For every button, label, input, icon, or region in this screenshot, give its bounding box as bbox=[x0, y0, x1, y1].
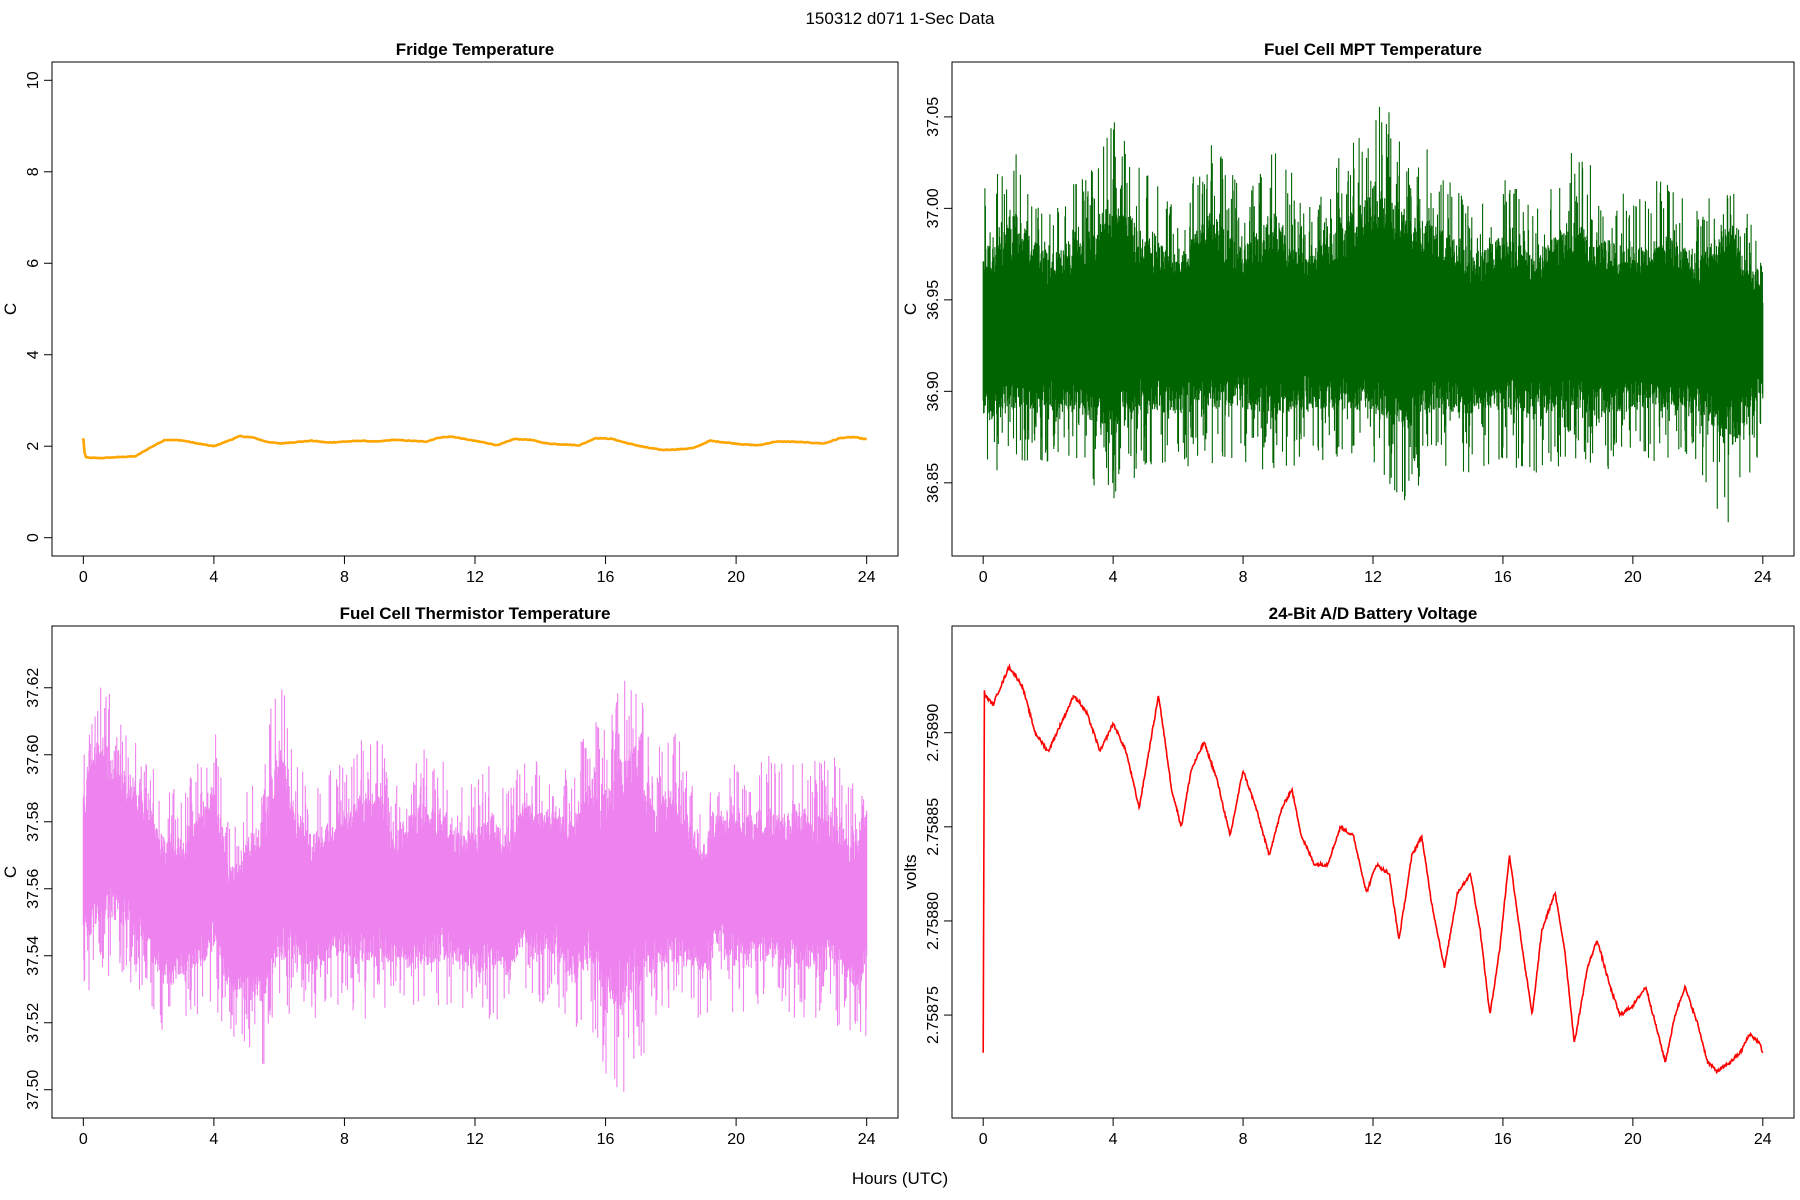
panel-4-y-tick-label: 2.75880 bbox=[925, 892, 942, 950]
panel-4-x-tick-label: 0 bbox=[979, 1131, 988, 1148]
panel-2-x-tick-label: 16 bbox=[1494, 569, 1512, 586]
panel-2-x-tick-label: 20 bbox=[1624, 569, 1642, 586]
panel-4-x-tick-label: 4 bbox=[1109, 1131, 1118, 1148]
panel-4-y-tick-label: 2.75885 bbox=[925, 798, 942, 856]
panel-1-y-tick-label: 0 bbox=[25, 533, 42, 542]
panel-2-x-tick-label: 0 bbox=[979, 569, 988, 586]
panel-2-x-tick-label: 8 bbox=[1239, 569, 1248, 586]
panel-4-y-tick-label: 2.75875 bbox=[925, 986, 942, 1044]
panel-3-title: Fuel Cell Thermistor Temperature bbox=[340, 604, 611, 623]
panel-4-x-tick-label: 12 bbox=[1364, 1131, 1382, 1148]
panel-3-y-tick-label: 37.50 bbox=[25, 1070, 42, 1110]
panel-2: Fuel Cell MPT Temperature 0 4 8 12 16 20 24 36.8… bbox=[901, 40, 1795, 586]
panel-3-y-tick-label: 37.60 bbox=[25, 735, 42, 775]
panel-4-title: 24-Bit A/D Battery Voltage bbox=[1269, 604, 1478, 623]
panel-3-x-tick-label: 16 bbox=[597, 1131, 615, 1148]
panel-1-x-tick-label: 8 bbox=[340, 569, 349, 586]
panel-3-x-tick-label: 8 bbox=[340, 1131, 349, 1148]
panel-1-y-tick-label: 2 bbox=[25, 442, 42, 451]
panel-1-y-tick-label: 10 bbox=[25, 71, 42, 89]
panel-4-y-axis-label: volts bbox=[901, 855, 920, 890]
panel-2-series-core bbox=[983, 260, 1763, 386]
panel-3: Fuel Cell Thermistor Temperature 0 4 8 12 16 2… bbox=[1, 604, 899, 1148]
panel-2-x-tick-label: 12 bbox=[1364, 569, 1382, 586]
panel-1-series-line bbox=[82, 434, 867, 460]
panel-1-y-tick-label: 4 bbox=[25, 350, 42, 359]
panel-3-x-tick-label: 4 bbox=[209, 1131, 218, 1148]
figure-x-axis-label: Hours (UTC) bbox=[852, 1169, 948, 1188]
panel-3-x-tick-label: 24 bbox=[858, 1131, 876, 1148]
panel-2-y-tick-label: 36.85 bbox=[925, 463, 942, 503]
panel-1-y-tick-label: 8 bbox=[25, 167, 42, 176]
panel-2-y-tick-label: 37.05 bbox=[925, 97, 942, 137]
panel-1-title: Fridge Temperature bbox=[396, 40, 554, 59]
panel-1-y-axis-label: C bbox=[1, 303, 20, 315]
panel-3-series-core bbox=[83, 779, 867, 962]
panel-2-x-tick-label: 24 bbox=[1754, 569, 1772, 586]
figure-title: 150312 d071 1-Sec Data bbox=[805, 9, 995, 28]
panel-4-x-tick-label: 8 bbox=[1239, 1131, 1248, 1148]
panel-1-x-tick-label: 20 bbox=[727, 569, 745, 586]
panel-4-x-tick-label: 24 bbox=[1754, 1131, 1772, 1148]
panel-3-y-tick-label: 37.58 bbox=[25, 802, 42, 842]
panel-3-y-tick-label: 37.56 bbox=[25, 869, 42, 909]
panel-2-x-tick-label: 4 bbox=[1109, 569, 1118, 586]
panel-4-series-line bbox=[982, 662, 1764, 1075]
panel-3-y-tick-label: 37.62 bbox=[25, 668, 42, 708]
panel-2-title: Fuel Cell MPT Temperature bbox=[1264, 40, 1482, 59]
panel-1-y-tick-label: 6 bbox=[25, 259, 42, 268]
panel-3-x-tick-label: 20 bbox=[727, 1131, 745, 1148]
panel-3-y-axis-label: C bbox=[1, 866, 20, 878]
panel-1-x-tick-label: 12 bbox=[466, 569, 484, 586]
panel-4-y-tick-label: 2.75890 bbox=[925, 704, 942, 762]
panel-1-x-tick-label: 4 bbox=[209, 569, 218, 586]
panel-1-x-tick-label: 0 bbox=[79, 569, 88, 586]
panel-4-x-tick-label: 20 bbox=[1624, 1131, 1642, 1148]
panel-3-y-tick-label: 37.52 bbox=[25, 1003, 42, 1043]
panel-2-y-tick-label: 37.00 bbox=[925, 188, 942, 228]
panel-2-y-tick-label: 36.90 bbox=[925, 371, 942, 411]
panel-4-x-tick-label: 16 bbox=[1494, 1131, 1512, 1148]
panel-2-y-axis-label: C bbox=[901, 303, 920, 315]
panel-1-x-tick-label: 16 bbox=[597, 569, 615, 586]
panel-1-frame bbox=[51, 61, 899, 557]
panel-3-x-tick-label: 12 bbox=[466, 1131, 484, 1148]
panel-2-y-tick-label: 36.95 bbox=[925, 280, 942, 320]
panel-4: 24-Bit A/D Battery Voltage 0 4 8 12 16 20 24 2.7… bbox=[901, 604, 1795, 1148]
panel-1-x-tick-label: 24 bbox=[858, 569, 876, 586]
panel-3-x-tick-label: 0 bbox=[79, 1131, 88, 1148]
panel-3-y-tick-label: 37.54 bbox=[25, 936, 42, 976]
